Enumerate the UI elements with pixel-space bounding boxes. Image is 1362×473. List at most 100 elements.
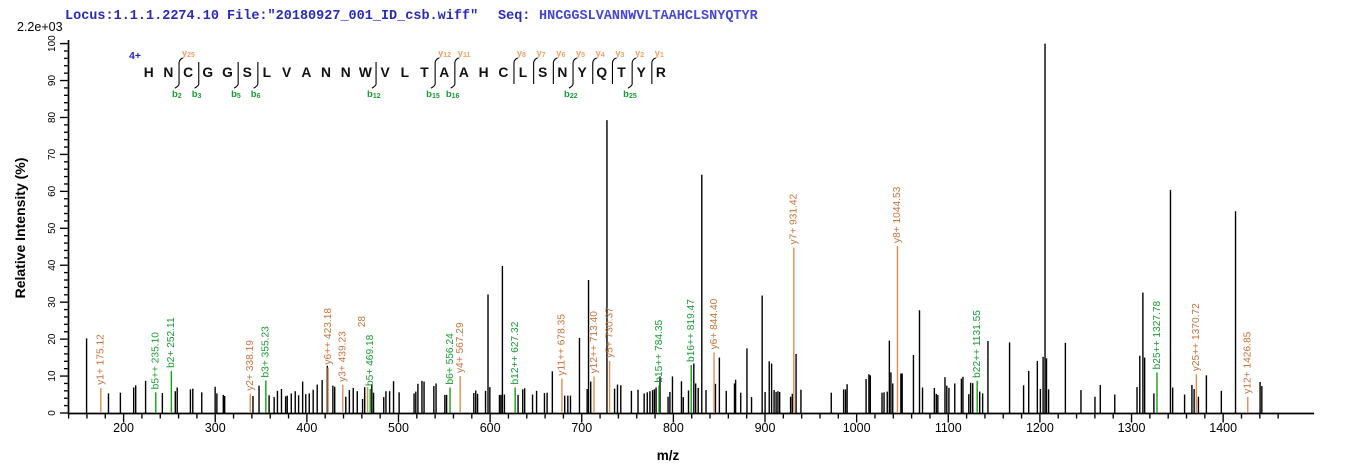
y-tick-label: 10 xyxy=(47,370,58,382)
peak-annotation-label: y2+ 338.19 xyxy=(245,340,256,391)
peak-annotation-label: b15++ 784.35 xyxy=(654,319,665,382)
b-ion-diagram-label: b25 xyxy=(623,89,637,100)
y-tick-label: 40 xyxy=(47,259,58,271)
peak-annotation-label: y8+ 1044.53 xyxy=(892,186,903,243)
fragment-cut-mark xyxy=(651,57,657,84)
x-tick-label: 1100 xyxy=(935,421,962,435)
locus-file-header: Locus:1.1.1.2274.10 File:"20180927_001_I… xyxy=(65,9,479,24)
fragment-cut-mark xyxy=(533,57,539,84)
fragment-cut-mark xyxy=(253,62,259,89)
peak-annotation-label: b5++ 235.10 xyxy=(151,332,162,390)
y-tick-label: 80 xyxy=(47,111,58,123)
x-tick-label: 200 xyxy=(113,421,134,435)
y-ion-diagram-label: y8 xyxy=(517,48,526,59)
residue-letter: N xyxy=(321,65,331,80)
residue-letter: V xyxy=(380,65,390,80)
y-tick-label: 60 xyxy=(47,185,58,197)
peak-annotation-label: b2+ 252.11 xyxy=(166,317,177,368)
residue-letter: H xyxy=(479,65,489,80)
residue-letter: C xyxy=(498,65,508,80)
y-ion-diagram-label: y12 xyxy=(438,48,451,59)
peaks xyxy=(85,43,1263,413)
sequence-header-label: Seq: xyxy=(498,9,531,24)
peak-annotation-label: y12+ 1426.85 xyxy=(1243,331,1254,393)
peak-annotation-label: y11++ 678.35 xyxy=(557,314,568,376)
x-tick-label: 500 xyxy=(388,421,409,435)
fragment-cut-mark xyxy=(568,57,578,89)
y-ion-diagram-label: y4 xyxy=(596,48,605,59)
residue-letter: H xyxy=(144,65,154,80)
peak-annotation-label: b16++ 819.47 xyxy=(686,299,697,362)
y-tick-label: 100 xyxy=(47,35,58,52)
y-tick-label: 30 xyxy=(47,296,58,308)
x-tick-label: 1300 xyxy=(1118,421,1146,435)
axes xyxy=(67,40,1314,415)
residue-letter: V xyxy=(282,65,292,80)
fragment-cut-mark xyxy=(194,62,200,89)
fragment-cut-mark xyxy=(174,57,184,89)
residue-letter: L xyxy=(263,65,271,80)
y-tick-label: 50 xyxy=(47,222,58,234)
residue-letter: N xyxy=(163,65,173,80)
residue-letter: L xyxy=(401,65,409,80)
b-ion-diagram-label: b5 xyxy=(231,89,241,100)
residue-letter: T xyxy=(617,65,626,80)
fragment-cut-mark xyxy=(371,62,377,89)
x-tick-label: 1200 xyxy=(1026,421,1054,435)
precursor-charge-label: 4+ xyxy=(129,50,141,62)
residue-letter: A xyxy=(439,65,449,80)
axis-ticks xyxy=(60,42,1279,423)
y-tick-label: 70 xyxy=(47,148,58,160)
peak-annotation-label: b5+ 469.18 xyxy=(365,334,376,386)
y-axis-title: Relative Intensity (%) xyxy=(12,158,28,299)
b-ion-diagram-label: b6 xyxy=(251,89,261,100)
residue-letter: N xyxy=(341,65,351,80)
x-axis-title: m/z xyxy=(657,448,680,463)
b-ion-diagram-label: b22 xyxy=(564,89,578,100)
residue-letter: T xyxy=(420,65,429,80)
annotated-peaks: y1+ 175.12 b5++ 235.10 b2+ 252.11 y2+ 338.1… xyxy=(96,186,1254,413)
y-tick-label: 0 xyxy=(47,410,58,416)
peak-annotation-label: y25++ 1370.72 xyxy=(1191,303,1202,371)
b-ion-diagram-label: b3 xyxy=(192,89,202,100)
x-tick-label: 400 xyxy=(296,421,317,435)
fragment-cut-mark xyxy=(233,62,239,89)
b-ion-diagram-label: b2 xyxy=(172,89,182,100)
y-ion-diagram-label: y3 xyxy=(615,48,624,59)
sequence-header-value: HNCGGSLVANNWVLTAAHCLSNYQTYR xyxy=(539,9,758,24)
x-tick-label: 900 xyxy=(755,421,776,435)
residue-letter: N xyxy=(557,65,567,80)
peak-annotation-label-truncated: 28 xyxy=(357,316,368,328)
intensity-scale-label: 2.2e+03 xyxy=(17,20,63,34)
fragment-cut-mark xyxy=(450,57,460,89)
x-tick-label: 700 xyxy=(571,421,592,435)
y-ion-diagram-label: y5 xyxy=(576,48,585,59)
x-tick-label: 300 xyxy=(205,421,226,435)
b-ion-diagram-label: b16 xyxy=(446,89,460,100)
residue-letter: W xyxy=(359,65,373,80)
peak-annotation-label: b12++ 627.32 xyxy=(510,321,521,384)
peak-annotation-label: b22++ 1131.55 xyxy=(972,310,983,378)
y-ion-diagram-label: y6 xyxy=(556,48,565,59)
residue-letter: Y xyxy=(637,65,646,80)
residue-letter: R xyxy=(656,65,666,80)
residue-letter: G xyxy=(202,65,213,80)
x-tick-label: 800 xyxy=(663,421,684,435)
x-tick-label: 1000 xyxy=(843,421,871,435)
residue-letter: S xyxy=(243,65,252,80)
fragment-cut-mark xyxy=(592,57,598,84)
peak-annotation-label: y3+ 439.23 xyxy=(338,331,349,382)
residue-letter: C xyxy=(183,65,193,80)
residue-letter: A xyxy=(459,65,469,80)
y-tick-label: 90 xyxy=(47,75,58,87)
x-tick-label: 600 xyxy=(480,421,501,435)
peak-annotation-label: b3+ 355.23 xyxy=(261,326,272,378)
peak-annotation-label: y7+ 931.42 xyxy=(789,193,800,244)
peak-annotation-label: y1+ 175.12 xyxy=(96,334,107,385)
peak-annotation-label: y6+ 844.40 xyxy=(709,298,720,349)
peak-annotation-label: y4+ 567.29 xyxy=(455,322,466,373)
residue-letter: A xyxy=(301,65,311,80)
